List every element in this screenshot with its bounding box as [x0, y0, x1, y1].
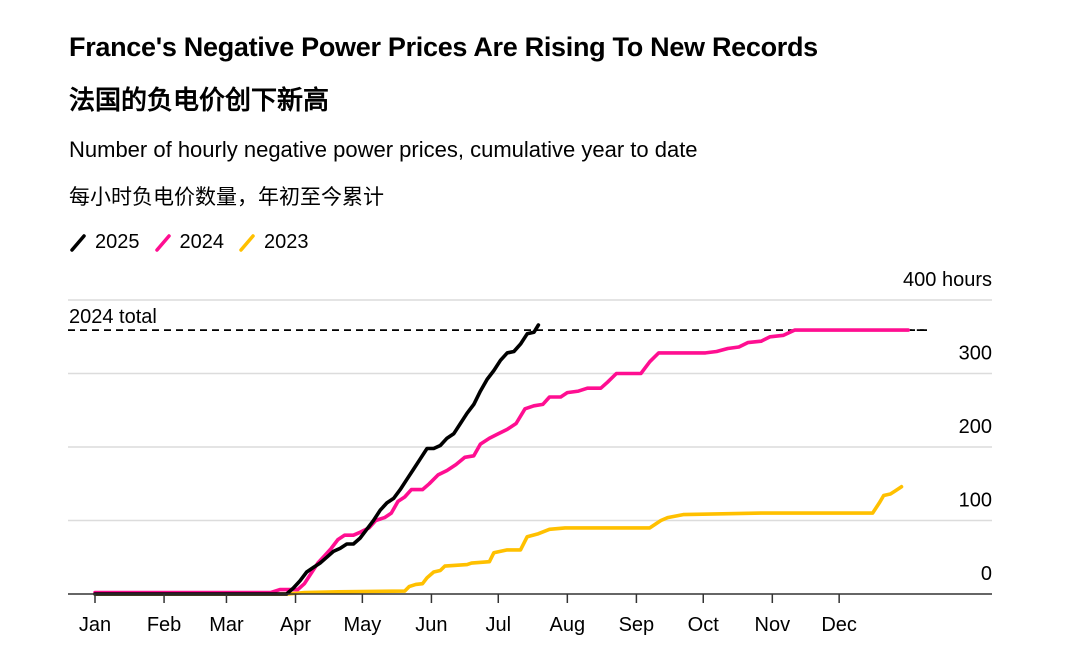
x-tick-label-mar: Mar [209, 614, 244, 636]
x-tick-label-nov: Nov [755, 614, 791, 636]
legend-label-2024: 2024 [179, 231, 225, 253]
y-tick-label-0: 0 [981, 563, 992, 585]
x-tick-label-apr: Apr [280, 614, 311, 636]
chart-subtitle: Number of hourly negative power prices, … [69, 137, 698, 162]
x-tick-label-jan: Jan [79, 614, 111, 636]
x-tick-label-jun: Jun [415, 614, 447, 636]
y-tick-label-100: 100 [959, 490, 992, 512]
x-tick-label-sep: Sep [619, 614, 655, 636]
series-lines [93, 323, 910, 596]
chart-title: France's Negative Power Prices Are Risin… [69, 32, 818, 62]
y-tick-label-400: 400 hours [903, 269, 992, 291]
x-tick-label-jul: Jul [485, 614, 511, 636]
legend-swatch-2025 [70, 233, 86, 252]
legend-item-2024: 2024 [154, 231, 225, 254]
reference-line-label: 2024 total [69, 306, 157, 328]
x-tick-label-aug: Aug [550, 614, 586, 636]
y-tick-label-200: 200 [959, 416, 992, 438]
chart-title-chinese: 法国的负电价创下新高 [69, 86, 330, 116]
chart-subtitle-chinese: 每小时负电价数量，年初至今累计 [69, 185, 384, 209]
legend-item-2025: 2025 [69, 231, 140, 254]
legend-label-2025: 2025 [95, 231, 140, 253]
legend-swatch-2024 [154, 233, 171, 252]
x-tick-label-dec: Dec [821, 614, 857, 636]
x-tick-label-may: May [343, 614, 381, 636]
legend-label-2023: 2023 [264, 231, 309, 253]
legend: 2025 2024 2023 [69, 231, 323, 254]
reference-line-group: 2024 total [68, 306, 928, 332]
y-axis-labels: 0 100 200 300 400 hours [903, 269, 992, 585]
gridlines [68, 299, 992, 522]
series-line-2024 [93, 328, 910, 595]
legend-swatch-2023 [239, 233, 255, 252]
x-axis: Jan Feb Mar Apr May Jun Jul Aug Sep Oct Nov Dec [68, 593, 992, 636]
legend-item-2023: 2023 [238, 231, 309, 254]
series-line-2025 [93, 323, 541, 596]
x-tick-label-feb: Feb [147, 614, 181, 636]
y-tick-label-300: 300 [959, 343, 992, 365]
x-tick-label-oct: Oct [688, 614, 720, 636]
series-line-2023 [93, 484, 904, 596]
